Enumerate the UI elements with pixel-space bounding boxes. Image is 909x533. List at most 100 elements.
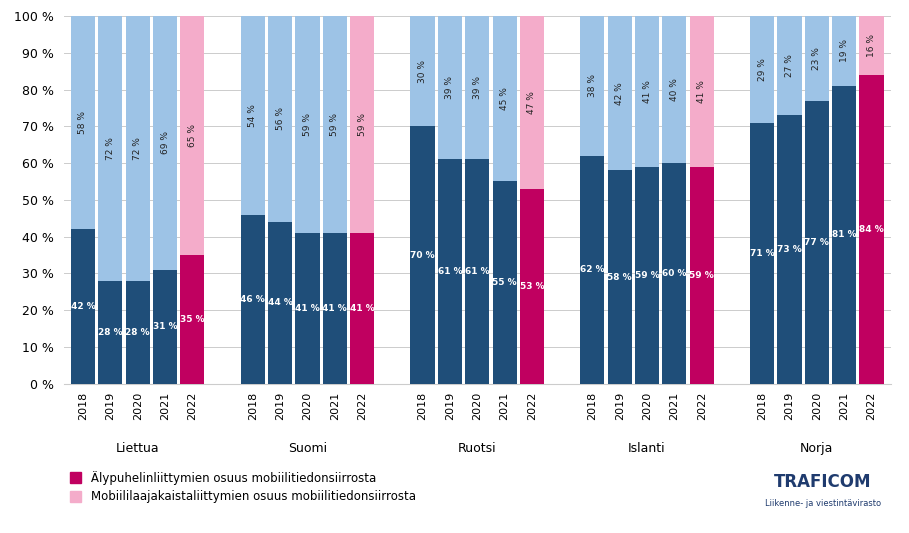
Bar bbox=[493, 16, 516, 181]
Text: 59 %: 59 % bbox=[303, 113, 312, 136]
Text: 53 %: 53 % bbox=[520, 282, 544, 291]
Bar bbox=[350, 16, 375, 233]
Bar bbox=[663, 163, 686, 384]
Bar bbox=[663, 16, 686, 163]
Text: 58 %: 58 % bbox=[607, 272, 632, 281]
Text: 44 %: 44 % bbox=[267, 298, 293, 308]
Text: 46 %: 46 % bbox=[240, 295, 265, 304]
Bar bbox=[350, 233, 375, 384]
Bar bbox=[465, 159, 489, 384]
Text: 61 %: 61 % bbox=[437, 267, 462, 276]
Text: 55 %: 55 % bbox=[493, 278, 517, 287]
Text: 28 %: 28 % bbox=[98, 328, 123, 337]
Bar bbox=[180, 255, 205, 384]
Text: 30 %: 30 % bbox=[418, 60, 427, 83]
Bar bbox=[635, 167, 659, 384]
Text: 41 %: 41 % bbox=[350, 304, 375, 313]
Text: 41 %: 41 % bbox=[323, 304, 347, 313]
Text: 42 %: 42 % bbox=[615, 82, 624, 104]
Bar bbox=[295, 233, 319, 384]
Text: 38 %: 38 % bbox=[588, 75, 597, 98]
Text: Liikenne- ja viestintävirasto: Liikenne- ja viestintävirasto bbox=[764, 499, 881, 508]
Bar bbox=[607, 171, 632, 384]
Text: 45 %: 45 % bbox=[500, 87, 509, 110]
Text: 81 %: 81 % bbox=[832, 230, 856, 239]
Bar bbox=[153, 16, 177, 270]
Bar bbox=[580, 16, 604, 156]
Bar bbox=[635, 16, 659, 167]
Bar bbox=[607, 16, 632, 171]
Text: 29 %: 29 % bbox=[757, 58, 766, 81]
Bar bbox=[268, 16, 292, 222]
Text: 69 %: 69 % bbox=[161, 131, 169, 155]
Bar bbox=[690, 16, 714, 167]
Bar bbox=[98, 281, 123, 384]
Bar bbox=[323, 233, 347, 384]
Text: 84 %: 84 % bbox=[859, 225, 884, 234]
Text: 70 %: 70 % bbox=[410, 251, 435, 260]
Text: Suomi: Suomi bbox=[288, 442, 327, 455]
Bar bbox=[520, 16, 544, 189]
Text: 28 %: 28 % bbox=[125, 328, 150, 337]
Text: 19 %: 19 % bbox=[840, 39, 849, 62]
Bar bbox=[71, 229, 95, 384]
Text: 77 %: 77 % bbox=[804, 238, 829, 247]
Text: 71 %: 71 % bbox=[750, 249, 774, 257]
Bar bbox=[777, 115, 802, 384]
Bar bbox=[125, 281, 150, 384]
Text: 60 %: 60 % bbox=[662, 269, 686, 278]
Bar bbox=[438, 159, 462, 384]
Text: 56 %: 56 % bbox=[275, 108, 285, 131]
Bar bbox=[125, 16, 150, 281]
Bar bbox=[411, 126, 435, 384]
Bar bbox=[832, 86, 856, 384]
Bar bbox=[411, 16, 435, 126]
Bar bbox=[859, 16, 884, 75]
Text: 59 %: 59 % bbox=[357, 113, 366, 136]
Text: 58 %: 58 % bbox=[78, 111, 87, 134]
Text: 54 %: 54 % bbox=[248, 104, 257, 127]
Text: 41 %: 41 % bbox=[697, 80, 706, 103]
Text: Islanti: Islanti bbox=[628, 442, 665, 455]
Text: 35 %: 35 % bbox=[180, 315, 205, 324]
Bar bbox=[520, 189, 544, 384]
Bar bbox=[750, 123, 774, 384]
Bar bbox=[493, 181, 516, 384]
Text: 27 %: 27 % bbox=[785, 54, 794, 77]
Bar bbox=[180, 16, 205, 255]
Text: 59 %: 59 % bbox=[689, 271, 714, 280]
Text: 39 %: 39 % bbox=[445, 76, 454, 99]
Bar bbox=[832, 16, 856, 86]
Bar bbox=[268, 222, 292, 384]
Bar bbox=[438, 16, 462, 159]
Text: 47 %: 47 % bbox=[527, 91, 536, 114]
Bar bbox=[750, 16, 774, 123]
Text: 41 %: 41 % bbox=[295, 304, 320, 313]
Text: 39 %: 39 % bbox=[473, 76, 482, 99]
Text: Ruotsi: Ruotsi bbox=[458, 442, 496, 455]
Bar bbox=[804, 101, 829, 384]
Text: 61 %: 61 % bbox=[464, 267, 490, 276]
Bar bbox=[153, 270, 177, 384]
Text: 41 %: 41 % bbox=[643, 80, 652, 103]
Text: 72 %: 72 % bbox=[133, 137, 142, 160]
Text: 40 %: 40 % bbox=[670, 78, 679, 101]
Text: 59 %: 59 % bbox=[634, 271, 659, 280]
Text: 16 %: 16 % bbox=[867, 34, 876, 57]
Bar bbox=[690, 167, 714, 384]
Bar bbox=[295, 16, 319, 233]
Text: Norja: Norja bbox=[800, 442, 834, 455]
Bar bbox=[580, 156, 604, 384]
Bar bbox=[859, 75, 884, 384]
Legend: Älypuhelinliittymien osuus mobiilitiedonsiirrosta, Mobiililaajakaistaliittymien : Älypuhelinliittymien osuus mobiilitiedon… bbox=[69, 471, 415, 504]
Text: 59 %: 59 % bbox=[330, 113, 339, 136]
Text: 23 %: 23 % bbox=[813, 47, 822, 70]
Text: 31 %: 31 % bbox=[153, 322, 177, 331]
Text: 72 %: 72 % bbox=[105, 137, 115, 160]
Bar bbox=[71, 16, 95, 229]
Bar bbox=[241, 215, 265, 384]
Text: 42 %: 42 % bbox=[71, 302, 95, 311]
Bar bbox=[98, 16, 123, 281]
Bar bbox=[323, 16, 347, 233]
Bar bbox=[465, 16, 489, 159]
